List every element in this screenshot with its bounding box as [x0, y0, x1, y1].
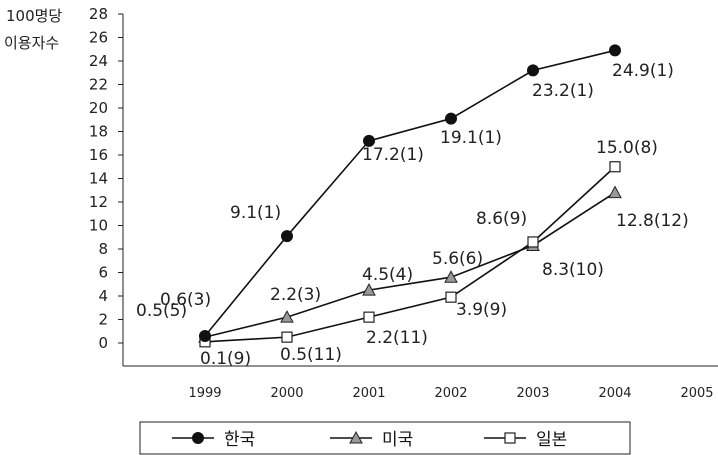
data-label: 19.1(1): [440, 128, 502, 148]
data-label: 15.0(8): [596, 138, 658, 158]
x-tick-label: 1999: [188, 386, 221, 401]
data-label: 0.5(11): [280, 345, 342, 365]
y-tick-label: 20: [89, 99, 108, 117]
series-marker-1: [444, 270, 458, 283]
series-marker-0: [199, 329, 211, 342]
data-label: 0.5(5): [136, 301, 187, 321]
data-labels: 0.5(5) 2.2(3) 4.5(4) 5.6(6) 8.3(10) 12.8(12) 0…: [136, 61, 689, 369]
series-marker-2: [609, 161, 621, 173]
data-label: 2.2(3): [270, 285, 321, 305]
legend-box: [139, 421, 631, 455]
series-marker-2: [527, 236, 539, 248]
series-line-1: [204, 191, 616, 338]
y-tick-label: 14: [89, 170, 108, 188]
data-label: 23.2(1): [532, 81, 594, 101]
series-marker-1: [608, 185, 622, 199]
y-tick-label: 0: [98, 334, 108, 352]
series-markers: [198, 44, 622, 348]
series-marker-2: [281, 331, 293, 343]
data-label: 17.2(1): [362, 145, 424, 165]
series-marker-0: [609, 44, 621, 57]
legend-entry: 미국: [382, 430, 413, 450]
series-marker-0: [281, 230, 293, 243]
y-tick-label: 24: [89, 52, 108, 70]
y-tick-label: 6: [98, 264, 108, 282]
data-label: 4.5(4): [362, 265, 413, 285]
y-axis-label-line: 100명당: [6, 7, 62, 25]
data-label: 3.9(9): [456, 300, 507, 320]
x-tick-label: 2001: [352, 386, 385, 401]
y-tick-label: 4: [98, 287, 108, 305]
legend-marker: [504, 432, 516, 444]
y-tick-label: 26: [89, 29, 108, 47]
series-marker-1: [280, 310, 294, 323]
x-axis-ticks: 1999 2000 2001 2002 2003 2004 2005: [188, 386, 713, 401]
data-label: 0.6(3): [160, 290, 211, 310]
y-tick-label: 22: [89, 76, 108, 94]
x-tick-label: 2005: [680, 386, 713, 401]
series-marker-0: [527, 64, 539, 77]
series-marker-2: [363, 311, 375, 323]
y-tick-label: 28: [89, 5, 108, 23]
x-tick-label: 2002: [434, 386, 467, 401]
series-marker-1: [362, 283, 376, 296]
y-tick-label: 2: [98, 311, 108, 329]
y-tick-label: 8: [98, 240, 108, 258]
legend-entry: 일본: [536, 430, 567, 450]
legend-marker: [192, 432, 204, 444]
legend: 한국 미국 일본: [139, 421, 631, 455]
data-label: 12.8(12): [616, 211, 689, 231]
series-marker-2: [445, 291, 457, 303]
y-tick-label: 10: [89, 217, 108, 235]
data-label: 8.6(9): [476, 209, 527, 229]
x-tick-label: 2003: [516, 386, 549, 401]
legend-marker: [349, 430, 363, 444]
data-label: 2.2(11): [366, 328, 428, 348]
data-label: 8.3(10): [542, 260, 604, 280]
series-line-0: [204, 49, 616, 337]
x-tick-label: 2004: [598, 386, 631, 401]
data-label: 24.9(1): [612, 61, 674, 81]
chart-axes: [122, 14, 718, 367]
data-label: 0.1(9): [200, 349, 251, 369]
y-tick-label: 16: [89, 146, 108, 164]
x-tick-label: 2000: [270, 386, 303, 401]
y-axis-label-line: 이용자수: [4, 34, 59, 52]
data-label: 9.1(1): [230, 203, 281, 223]
series-marker-0: [363, 134, 375, 147]
series-lines: [204, 49, 616, 343]
data-label: 5.6(6): [432, 249, 483, 269]
series-marker-0: [445, 112, 457, 125]
y-tick-label: 12: [89, 193, 108, 211]
y-tick-label: 18: [89, 123, 108, 141]
legend-entry: 한국: [224, 430, 255, 450]
series-line-2: [204, 166, 616, 343]
